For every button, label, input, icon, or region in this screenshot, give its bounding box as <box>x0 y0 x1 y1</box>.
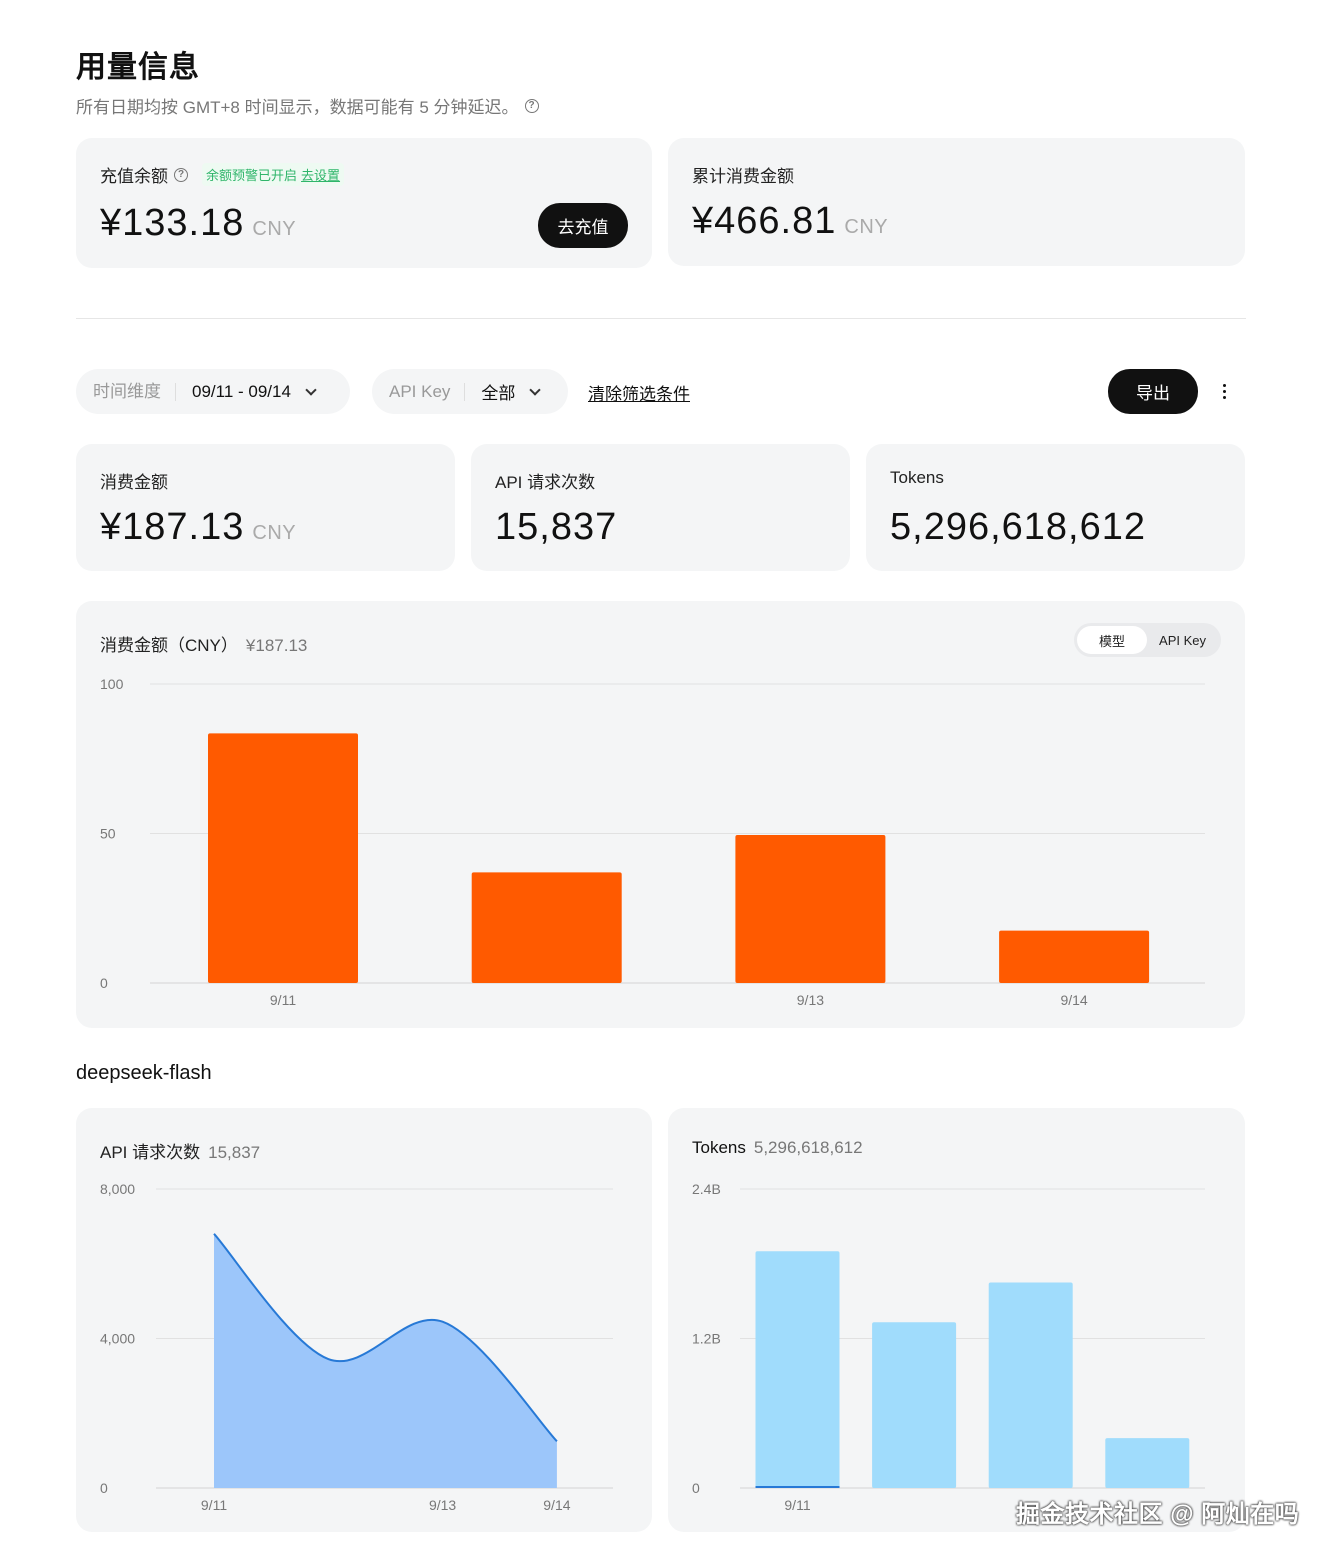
balance-label-row: 充值余额 ? 余额预警已开启 去设置 <box>100 162 345 187</box>
balance-label: 充值余额 <box>100 167 168 186</box>
tokens-stat-value: 5,296,618,612 <box>890 506 1147 548</box>
requests-chart-card: API 请求次数 15,837 0 4,000 8,000 9/11 9/13 9/14 <box>76 1108 652 1532</box>
bar <box>999 930 1150 983</box>
spend-stat-card: 消费金额 ¥187.13 CNY <box>76 444 455 571</box>
x-tick-label: 9/11 <box>201 1497 227 1513</box>
time-range-label: 时间维度 <box>76 382 176 401</box>
spend-stat-value: ¥187.13 CNY <box>100 506 296 549</box>
balance-unit: CNY <box>252 218 297 240</box>
spend-stat-label: 消费金额 <box>100 473 168 492</box>
total-spent-unit: CNY <box>844 216 889 238</box>
bar <box>872 1322 957 1488</box>
bar <box>471 872 622 983</box>
requests-chart-title: API 请求次数 15,837 <box>100 1138 260 1163</box>
question-circle-icon[interactable]: ? <box>524 98 539 113</box>
y-tick-label: 1.2B <box>692 1331 721 1347</box>
bar <box>208 733 358 983</box>
total-spent-label: 累计消费金额 <box>692 167 794 186</box>
time-range-value: 09/11 - 09/14 <box>192 381 291 401</box>
spend-bar-chart: 0 50 100 9/11 9/13 9/14 <box>100 676 1205 1008</box>
y-tick-label: 0 <box>100 975 108 991</box>
bar <box>755 1251 840 1488</box>
requests-stat-label: API 请求次数 <box>495 473 596 492</box>
question-circle-icon[interactable]: ? <box>174 167 188 182</box>
spend-chart-label: 消费金额（CNY） <box>100 636 238 655</box>
y-tick-label: 0 <box>692 1480 700 1496</box>
bar <box>735 834 886 983</box>
y-tick-label: 0 <box>100 1480 108 1496</box>
bar <box>1105 1438 1190 1488</box>
tokens-chart-title: Tokens 5,296,618,612 <box>692 1138 863 1158</box>
alert-settings-link[interactable]: 去设置 <box>301 168 341 183</box>
subtitle-text: 所有日期均按 GMT+8 时间显示，数据可能有 5 分钟延迟。 <box>76 98 519 117</box>
area-fill <box>214 1233 557 1488</box>
x-tick-label: 9/14 <box>1060 992 1087 1008</box>
spend-stat-amount: ¥187.13 <box>100 506 245 548</box>
balance-card: 充值余额 ? 余额预警已开启 去设置 ¥133.18 CNY 去充值 <box>76 138 652 268</box>
y-tick-label: 50 <box>100 826 116 842</box>
toggle-api-key[interactable]: API Key <box>1159 632 1206 648</box>
x-tick-label: 9/13 <box>797 992 824 1008</box>
spend-stat-unit: CNY <box>252 522 297 544</box>
y-tick-label: 8,000 <box>100 1181 135 1197</box>
y-tick-label: 100 <box>100 676 124 692</box>
spend-chart-total: ¥187.13 <box>245 636 308 655</box>
tokens-chart-card: Tokens 5,296,618,612 0 1.2B 2.4B 9/11 <box>668 1108 1245 1532</box>
group-by-toggle[interactable]: 模型 API Key <box>1074 623 1221 657</box>
x-tick-label: 9/11 <box>784 1497 810 1513</box>
requests-chart-label: API 请求次数 <box>100 1143 201 1162</box>
export-button[interactable]: 导出 <box>1108 369 1198 414</box>
spend-chart-card: 消费金额（CNY） ¥187.13 模型 API Key 0 50 100 9/11 9/… <box>76 601 1245 1028</box>
x-tick-label: 9/11 <box>270 992 296 1008</box>
total-spent-amount: ¥466.81 <box>692 200 837 242</box>
balance-value: ¥133.18 CNY <box>100 202 296 245</box>
tokens-chart-label: Tokens <box>692 1138 746 1157</box>
y-tick-label: 2.4B <box>692 1181 721 1197</box>
tokens-bar-chart: 0 1.2B 2.4B 9/11 <box>692 1181 1205 1513</box>
time-range-filter[interactable]: 时间维度 09/11 - 09/14 <box>76 369 350 414</box>
total-spent-value: ¥466.81 CNY <box>692 200 888 243</box>
recharge-button[interactable]: 去充值 <box>538 203 628 248</box>
y-tick-label: 4,000 <box>100 1331 135 1347</box>
bar <box>988 1282 1073 1488</box>
x-tick-label: 9/14 <box>543 1497 570 1513</box>
requests-stat-card: API 请求次数 15,837 <box>471 444 850 571</box>
tokens-chart-total: 5,296,618,612 <box>753 1138 863 1157</box>
section-divider <box>76 318 1246 319</box>
chevron-down-icon <box>529 383 542 396</box>
page-subtitle: 所有日期均按 GMT+8 时间显示，数据可能有 5 分钟延迟。 ? <box>76 93 539 118</box>
more-vertical-icon[interactable] <box>1214 378 1234 404</box>
tokens-stat-label: Tokens <box>890 468 944 487</box>
chevron-down-icon <box>305 383 317 396</box>
api-key-label: API Key <box>372 382 466 401</box>
spend-chart-title: 消费金额（CNY） ¥187.13 <box>100 631 307 656</box>
api-key-filter[interactable]: API Key 全部 <box>372 369 568 414</box>
area-line <box>213 1233 558 1442</box>
watermark: 掘金技术社区 @ 阿灿在吗 <box>1016 1501 1300 1528</box>
requests-area-chart: 0 4,000 8,000 9/11 9/13 9/14 <box>100 1181 613 1513</box>
requests-stat-value: 15,837 <box>495 506 618 548</box>
tokens-stat-card: Tokens 5,296,618,612 <box>866 444 1245 571</box>
page-title: 用量信息 <box>76 51 200 84</box>
api-key-value: 全部 <box>481 384 516 403</box>
model-section-title: deepseek-flash <box>76 1062 212 1084</box>
total-spent-card: 累计消费金额 ¥466.81 CNY <box>668 138 1245 266</box>
balance-alert-tag: 余额预警已开启 去设置 <box>202 163 345 186</box>
x-tick-label: 9/13 <box>429 1497 456 1513</box>
requests-chart-total: 15,837 <box>208 1143 261 1162</box>
clear-filters-link[interactable]: 清除筛选条件 <box>588 385 690 404</box>
balance-amount: ¥133.18 <box>100 202 245 244</box>
alert-status: 余额预警已开启 <box>206 168 298 183</box>
toggle-model[interactable]: 模型 <box>1077 626 1148 654</box>
